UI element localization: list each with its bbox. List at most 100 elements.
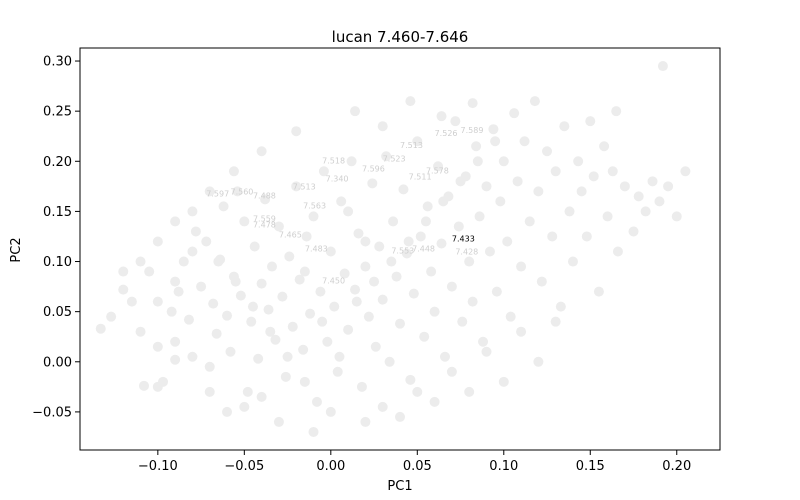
scatter-point <box>386 256 397 267</box>
highlighted-point-label: 7.433 <box>452 234 475 243</box>
point-label: 7.483 <box>305 245 328 254</box>
scatter-point <box>282 351 293 362</box>
scatter-point <box>222 406 233 417</box>
scatter-point <box>187 206 198 217</box>
point-label: 7.553 <box>391 247 414 256</box>
scatter-point <box>363 311 374 322</box>
scatter-point <box>433 161 444 172</box>
scatter-point <box>529 96 540 107</box>
scatter-point <box>602 211 613 222</box>
scatter-point <box>253 353 264 364</box>
x-tick-label: 0.20 <box>662 459 691 474</box>
y-tick-label: 0.05 <box>43 305 72 320</box>
scatter-point <box>291 126 302 137</box>
scatter-point <box>436 111 447 122</box>
scatter-point <box>464 386 475 397</box>
scatter-point <box>211 328 222 339</box>
scatter-point <box>222 310 233 321</box>
scatter-point <box>422 201 433 212</box>
scatter-point <box>555 301 566 312</box>
scatter-point <box>524 216 535 227</box>
y-tick-label: 0.20 <box>43 155 72 170</box>
scatter-point <box>498 156 509 167</box>
scatter-point <box>395 318 405 329</box>
scatter-point <box>415 231 426 242</box>
scatter-point <box>377 294 388 305</box>
scatter-point <box>408 288 419 299</box>
scatter-point <box>429 306 440 317</box>
point-label: 7.589 <box>461 126 484 135</box>
scatter-point <box>391 271 402 282</box>
scatter-point <box>640 206 651 217</box>
x-tick-label: 0.00 <box>316 459 345 474</box>
scatter-point <box>204 361 215 372</box>
scatter-point <box>377 121 388 132</box>
scatter-point <box>671 211 682 222</box>
scatter-point <box>166 306 177 317</box>
scatter-point <box>474 211 485 222</box>
scatter-point <box>267 261 277 272</box>
scatter-point <box>481 346 492 357</box>
scatter-point <box>280 371 291 382</box>
scatter-point <box>478 336 489 347</box>
points-layer <box>95 61 691 437</box>
scatter-point <box>356 381 367 392</box>
scatter-point <box>325 406 336 417</box>
scatter-point <box>367 178 378 189</box>
scatter-point <box>239 401 250 412</box>
scatter-point <box>360 261 371 272</box>
scatter-point <box>429 396 440 407</box>
scatter-point <box>567 256 578 267</box>
scatter-point <box>232 186 243 197</box>
scatter-point <box>170 336 181 347</box>
point-label: 7.523 <box>383 154 406 163</box>
y-tick-label: 0.25 <box>43 105 72 120</box>
scatter-point <box>332 366 343 377</box>
scatter-point <box>173 286 184 297</box>
scatter-point <box>536 276 547 287</box>
scatter-point <box>533 356 544 367</box>
scatter-point <box>204 186 215 197</box>
scatter-point <box>516 326 527 337</box>
scatter-point <box>516 261 527 272</box>
y-axis-title: PC2 <box>9 237 24 262</box>
scatter-point <box>277 291 288 302</box>
scatter-point <box>611 106 622 117</box>
y-tick-label: 0.15 <box>43 205 72 220</box>
scatter-point <box>260 194 271 205</box>
scatter-point <box>284 251 295 262</box>
scatter-point <box>426 266 437 277</box>
scatter-point <box>467 296 478 307</box>
scatter-point <box>152 381 163 392</box>
scatter-point <box>106 311 117 322</box>
scatter-point <box>291 181 302 192</box>
scatter-point <box>187 351 198 362</box>
x-tick-label: 0.10 <box>489 459 518 474</box>
scatter-point <box>350 106 361 117</box>
scatter-point <box>384 356 395 367</box>
scatter-point <box>273 221 284 232</box>
scatter-point <box>242 386 253 397</box>
y-tick-label: −0.05 <box>32 405 72 420</box>
scatter-point <box>519 136 530 147</box>
scatter-point <box>547 231 558 242</box>
scatter-point <box>607 166 618 177</box>
x-tick-label: −0.10 <box>138 459 178 474</box>
scatter-point <box>196 281 207 292</box>
scatter-point <box>369 276 380 287</box>
point-label: 7.450 <box>322 277 345 286</box>
point-label: 7.596 <box>362 164 385 173</box>
scatter-point <box>308 211 319 222</box>
scatter-point <box>498 376 509 387</box>
scatter-point <box>350 284 361 295</box>
scatter-point <box>370 341 381 352</box>
scatter-point <box>139 380 149 391</box>
scatter-point <box>436 238 447 249</box>
scatter-point <box>457 316 468 327</box>
scatter-point <box>246 316 257 327</box>
scatter-point <box>450 116 461 127</box>
scatter-point <box>484 246 495 257</box>
scatter-point <box>305 308 316 319</box>
scatter-point <box>201 236 212 247</box>
scatter-point <box>208 298 219 309</box>
